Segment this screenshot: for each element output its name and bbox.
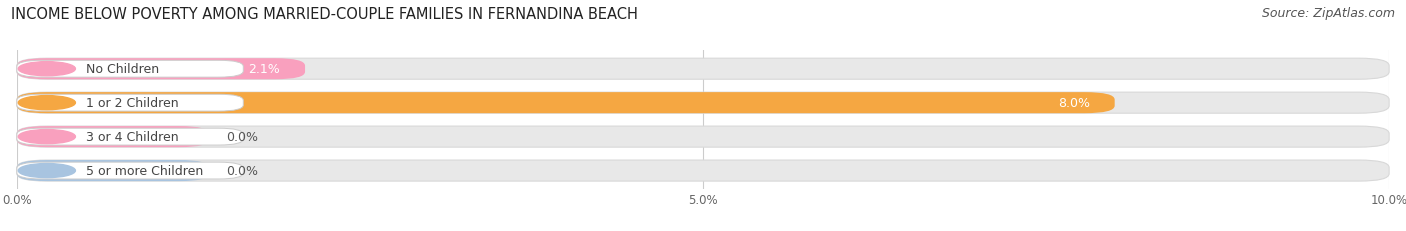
Circle shape bbox=[18, 130, 76, 144]
Text: 5 or more Children: 5 or more Children bbox=[86, 164, 204, 177]
FancyBboxPatch shape bbox=[17, 59, 1389, 80]
Circle shape bbox=[18, 62, 76, 76]
FancyBboxPatch shape bbox=[17, 160, 209, 181]
FancyBboxPatch shape bbox=[17, 127, 209, 148]
Circle shape bbox=[18, 96, 76, 110]
FancyBboxPatch shape bbox=[17, 160, 1389, 181]
Text: Source: ZipAtlas.com: Source: ZipAtlas.com bbox=[1261, 7, 1395, 20]
Text: INCOME BELOW POVERTY AMONG MARRIED-COUPLE FAMILIES IN FERNANDINA BEACH: INCOME BELOW POVERTY AMONG MARRIED-COUPL… bbox=[11, 7, 638, 22]
Text: 1 or 2 Children: 1 or 2 Children bbox=[86, 97, 179, 110]
Circle shape bbox=[18, 164, 76, 178]
Text: 2.1%: 2.1% bbox=[249, 63, 280, 76]
FancyBboxPatch shape bbox=[17, 59, 305, 80]
FancyBboxPatch shape bbox=[17, 93, 1389, 114]
Text: 3 or 4 Children: 3 or 4 Children bbox=[86, 131, 179, 143]
Text: 0.0%: 0.0% bbox=[226, 131, 257, 143]
FancyBboxPatch shape bbox=[17, 162, 243, 179]
FancyBboxPatch shape bbox=[17, 127, 1389, 148]
FancyBboxPatch shape bbox=[17, 61, 243, 78]
FancyBboxPatch shape bbox=[17, 129, 243, 145]
FancyBboxPatch shape bbox=[17, 93, 1115, 114]
Text: 8.0%: 8.0% bbox=[1057, 97, 1090, 110]
Text: 0.0%: 0.0% bbox=[226, 164, 257, 177]
Text: No Children: No Children bbox=[86, 63, 159, 76]
FancyBboxPatch shape bbox=[17, 95, 243, 112]
